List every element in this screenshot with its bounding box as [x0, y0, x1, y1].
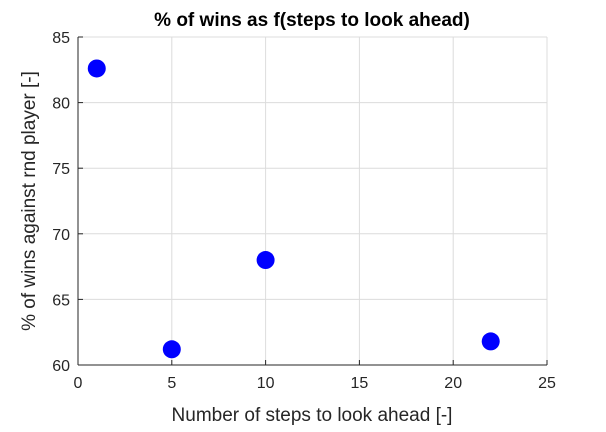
data-points	[87, 59, 500, 359]
x-tick-label: 15	[351, 375, 369, 392]
x-tick-label: 20	[444, 375, 462, 392]
y-tick-label: 60	[52, 358, 70, 375]
data-point	[481, 332, 500, 351]
tick-labels: 0 5 10 15 20 25 60 65 70 75 80 85	[52, 30, 556, 392]
plot-area	[78, 37, 547, 365]
x-tick-label: 5	[167, 375, 176, 392]
y-tick-label: 75	[52, 161, 70, 178]
x-tick-label: 10	[257, 375, 275, 392]
data-point	[87, 59, 106, 78]
x-tick-label: 25	[538, 375, 556, 392]
data-point	[256, 251, 275, 270]
y-tick-label: 80	[52, 96, 70, 113]
x-axis-label: Number of steps to look ahead [-]	[172, 405, 453, 426]
y-axis-label: % of wins against rnd player [-]	[19, 71, 40, 331]
chart-title: % of wins as f(steps to look ahead)	[154, 10, 470, 31]
data-point	[162, 340, 181, 359]
y-tick-label: 85	[52, 30, 70, 47]
y-tick-label: 65	[52, 292, 70, 309]
x-tick-label: 0	[74, 375, 83, 392]
axes	[77, 36, 548, 366]
y-tick-label: 70	[52, 227, 70, 244]
